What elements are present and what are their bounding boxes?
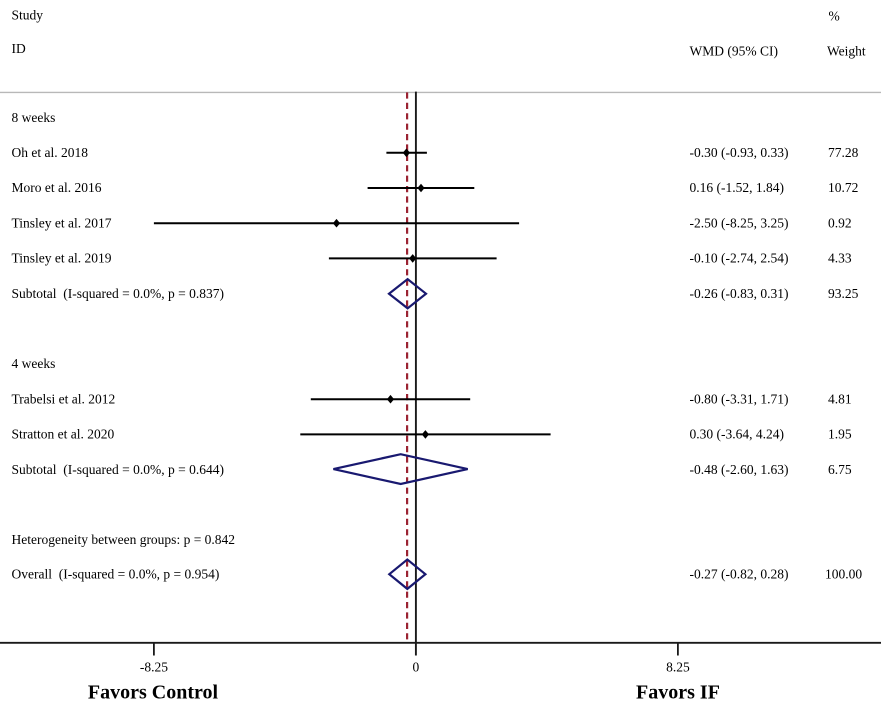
svg-text:Weight: Weight: [827, 44, 866, 59]
svg-text:Overall (I-squared = 0.0%, p: Overall (I-squared = 0.0%, p = 0.954): [12, 567, 220, 582]
svg-text:1.95: 1.95: [828, 427, 852, 442]
svg-text:Moro et al. 2016: Moro et al. 2016: [12, 180, 102, 195]
svg-text:6.75: 6.75: [828, 462, 852, 477]
svg-text:-0.27 (-0.82, 0.28): -0.27 (-0.82, 0.28): [690, 567, 789, 582]
svg-text:Tinsley et al. 2019: Tinsley et al. 2019: [12, 251, 112, 266]
svg-text:-0.10 (-2.74, 2.54): -0.10 (-2.74, 2.54): [690, 251, 789, 266]
svg-text:93.25: 93.25: [828, 286, 859, 301]
svg-text:8 weeks: 8 weeks: [12, 110, 56, 125]
svg-text:Trabelsi et al. 2012: Trabelsi et al. 2012: [12, 391, 116, 406]
svg-text:Oh et al. 2018: Oh et al. 2018: [12, 145, 89, 160]
svg-text:WMD (95% CI): WMD (95% CI): [690, 44, 778, 59]
svg-text:-0.80 (-3.31, 1.71): -0.80 (-3.31, 1.71): [690, 391, 789, 406]
svg-text:77.28: 77.28: [828, 145, 859, 160]
svg-text:-2.50 (-8.25, 3.25): -2.50 (-8.25, 3.25): [690, 215, 789, 230]
svg-text:8.25: 8.25: [666, 660, 690, 675]
svg-text:Favors IF: Favors IF: [636, 682, 720, 704]
svg-text:0.30 (-3.64, 4.24): 0.30 (-3.64, 4.24): [690, 427, 785, 442]
svg-text:Subtotal (I-squared = 0.0%, p: Subtotal (I-squared = 0.0%, p = 0.837): [12, 286, 224, 301]
svg-text:Heterogeneity between groups:: Heterogeneity between groups: p = 0.842: [12, 532, 236, 547]
svg-text:ID: ID: [12, 41, 26, 56]
svg-text:4.81: 4.81: [828, 391, 852, 406]
svg-text:Tinsley et al. 2017: Tinsley et al. 2017: [12, 215, 112, 230]
svg-text:0.16 (-1.52, 1.84): 0.16 (-1.52, 1.84): [690, 180, 785, 195]
svg-text:10.72: 10.72: [828, 180, 858, 195]
svg-text:4.33: 4.33: [828, 251, 852, 266]
svg-text:Study: Study: [12, 8, 44, 23]
svg-text:%: %: [829, 9, 840, 24]
svg-text:Subtotal (I-squared = 0.0%, p: Subtotal (I-squared = 0.0%, p = 0.644): [12, 462, 224, 477]
svg-text:-0.48 (-2.60, 1.63): -0.48 (-2.60, 1.63): [690, 462, 789, 477]
svg-text:0.92: 0.92: [828, 215, 852, 230]
svg-text:-0.30 (-0.93, 0.33): -0.30 (-0.93, 0.33): [690, 145, 789, 160]
svg-text:4 weeks: 4 weeks: [12, 356, 56, 371]
svg-text:0: 0: [413, 660, 420, 675]
svg-text:Stratton et al. 2020: Stratton et al. 2020: [12, 427, 115, 442]
svg-text:-8.25: -8.25: [140, 660, 168, 675]
svg-text:100.00: 100.00: [825, 567, 862, 582]
svg-text:Favors Control: Favors Control: [88, 682, 219, 704]
svg-text:-0.26 (-0.83, 0.31): -0.26 (-0.83, 0.31): [690, 286, 789, 301]
